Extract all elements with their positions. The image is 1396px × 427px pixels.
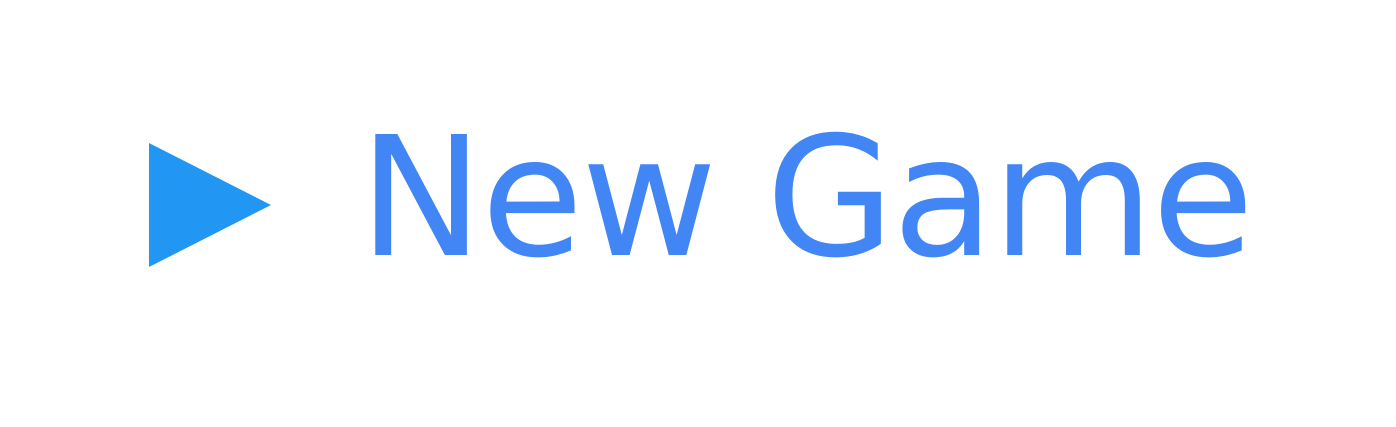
new-game-label: New Game (359, 102, 1254, 295)
new-game-button[interactable]: New Game (140, 102, 1254, 300)
play-icon (149, 143, 271, 267)
